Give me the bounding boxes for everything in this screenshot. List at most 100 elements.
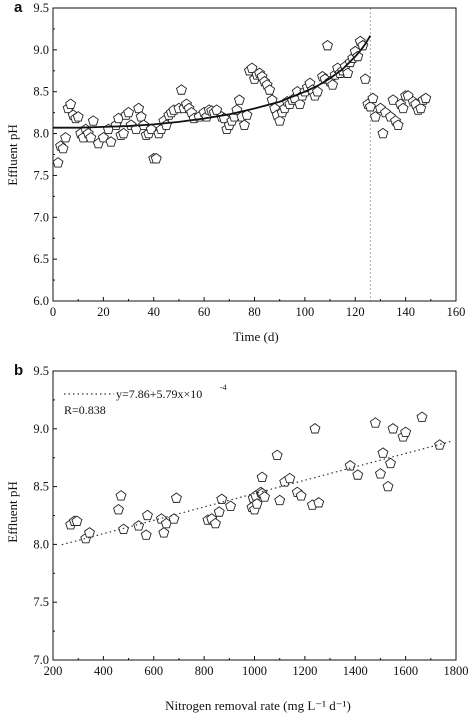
panel-b-x-tick-label: 1200: [292, 664, 317, 678]
panel-a-y-tick-label: 8.0: [33, 127, 49, 141]
panel-a-data-point: [387, 94, 399, 105]
panel-a-data-point: [415, 102, 427, 114]
panel-a-data-point: [369, 111, 381, 122]
panel-b-fit-equation: y=7.86+5.79x×10: [116, 387, 202, 401]
panel-a-data-point: [397, 102, 409, 114]
panel-b-data-point: [377, 447, 389, 458]
panel-a-data-point: [133, 102, 145, 114]
panel-a-data-point: [57, 142, 69, 154]
panel-b-data-point: [274, 494, 286, 506]
panel-a-data-point: [377, 127, 389, 139]
panel-b-data-point: [113, 503, 124, 515]
panel-b-data-point: [344, 460, 356, 471]
panel-b-data-point: [271, 449, 283, 461]
panel-a-x-tick-label: 140: [396, 305, 415, 319]
panel-a-data-point: [97, 132, 109, 143]
panel-b-data-point: [313, 497, 325, 508]
panel-a-fit-line: [53, 35, 372, 129]
panel-b-x-tick-label: 800: [195, 664, 214, 678]
panel-a-data-point: [87, 115, 99, 126]
panel-a-data-point: [322, 39, 334, 51]
panel-a-data-point: [241, 109, 253, 120]
panel-b-data-point: [284, 472, 296, 484]
panel-b-data-point: [256, 471, 268, 483]
panel-b-data-point: [158, 527, 170, 538]
panel-b-x-axis-label: Nitrogen removal rate (mg L⁻¹ d⁻¹): [165, 698, 351, 713]
panel-b-correlation: R=0.838: [64, 403, 106, 417]
panel-b-data-point: [382, 480, 394, 492]
chart-panel-b: b 200 400 600 800 1000 1200 1400 1600 1800 7.0 7.5…: [5, 362, 469, 713]
panel-b-data-point: [140, 529, 152, 540]
panel-b-y-tick-label: 8.5: [33, 480, 49, 494]
panel-a-y-tick-label: 7.5: [33, 168, 49, 182]
panel-b-x-tick-label: 1800: [444, 664, 469, 678]
panel-b-data-point: [71, 515, 83, 526]
panel-b-data-point: [213, 506, 225, 517]
panel-b-y-tick-label: 7.0: [33, 653, 49, 667]
panel-a-data-point: [145, 123, 157, 135]
panel-a-y-tick-label: 6.5: [33, 252, 49, 266]
panel-b-data-point: [434, 439, 446, 450]
panel-b-letter: b: [14, 362, 23, 379]
panel-a-y-tick-label: 9.0: [33, 43, 49, 57]
panel-a-axes: 0 20 40 60 80 100 120 140 160 6.0 6.5 7.0 7.5 8.0 8.5 9…: [33, 1, 465, 319]
panel-a-data-point: [364, 101, 376, 112]
panel-b-data-point: [225, 500, 237, 511]
panel-a-data-point: [342, 67, 354, 78]
panel-b-y-tick-label: 8.0: [33, 537, 49, 551]
panel-b-data-point: [216, 493, 228, 504]
panel-b-y-axis-label: Effluent pH: [5, 481, 20, 543]
panel-a-data-point: [72, 111, 84, 122]
panel-a-data-point: [135, 111, 147, 122]
panel-b-data-point: [141, 509, 153, 521]
panel-a-data-point: [352, 50, 364, 62]
panel-b-data-point: [251, 498, 263, 509]
panel-b-data-point: [369, 417, 381, 428]
panel-a-data-point: [175, 84, 187, 95]
panel-b-data-point: [115, 490, 127, 501]
panel-a-data-point: [274, 115, 286, 126]
panel-b-fit-exponent: -4: [220, 383, 227, 392]
panel-a-data-point: [238, 119, 250, 130]
panel-a-data-point: [52, 157, 64, 168]
panel-a-x-tick-label: 60: [198, 305, 211, 319]
panel-a-letter: a: [14, 0, 23, 16]
panel-a-y-tick-label: 9.5: [33, 1, 49, 15]
panel-a-x-tick-label: 0: [50, 305, 56, 319]
panel-a-data-point: [60, 132, 72, 143]
panel-a-data-point: [311, 85, 323, 97]
panel-b-x-tick-label: 200: [44, 664, 63, 678]
panel-b-data-point: [259, 491, 271, 502]
panel-b-x-tick-label: 600: [144, 664, 163, 678]
panel-a-data-point: [211, 104, 223, 115]
panel-b-data-point: [295, 490, 307, 501]
panel-a-marks: [52, 8, 432, 301]
panel-a-data-point: [359, 73, 371, 84]
panel-a-data-point: [150, 152, 162, 164]
panel-a-x-tick-label: 20: [97, 305, 110, 319]
panel-a-data-point: [65, 98, 77, 109]
panel-b-x-tick-label: 1000: [242, 664, 267, 678]
panel-a-x-axis-label: Time (d): [233, 329, 278, 344]
panel-a-data-point: [105, 136, 117, 147]
panel-b-x-tick-label: 1600: [393, 664, 418, 678]
panel-a-data-point: [327, 79, 339, 90]
panel-b-data-point: [416, 411, 428, 422]
panel-a-data-point: [392, 119, 404, 130]
panel-a-data-point: [367, 92, 379, 104]
panel-b-data-point: [352, 469, 364, 480]
panel-a-data-point: [294, 98, 306, 109]
panel-a-y-tick-label: 6.0: [33, 294, 49, 308]
panel-b-axes: 200 400 600 800 1000 1200 1400 1600 1800 7.0 7.5 8.…: [33, 364, 468, 678]
panel-b-y-tick-label: 9.0: [33, 422, 49, 436]
panel-b-y-tick-label: 9.5: [33, 364, 49, 378]
panel-b-x-tick-label: 1400: [343, 664, 368, 678]
panel-b-data-point: [400, 426, 412, 437]
panel-a-data-point: [246, 62, 258, 73]
panel-b-y-tick-label: 7.5: [33, 595, 49, 609]
panel-a-data-point: [123, 106, 135, 118]
panel-a-x-tick-label: 160: [447, 305, 466, 319]
panel-b-data-point: [374, 468, 386, 479]
panel-b-legend: y=7.86+5.79x×10 -4 R=0.838: [64, 383, 227, 417]
